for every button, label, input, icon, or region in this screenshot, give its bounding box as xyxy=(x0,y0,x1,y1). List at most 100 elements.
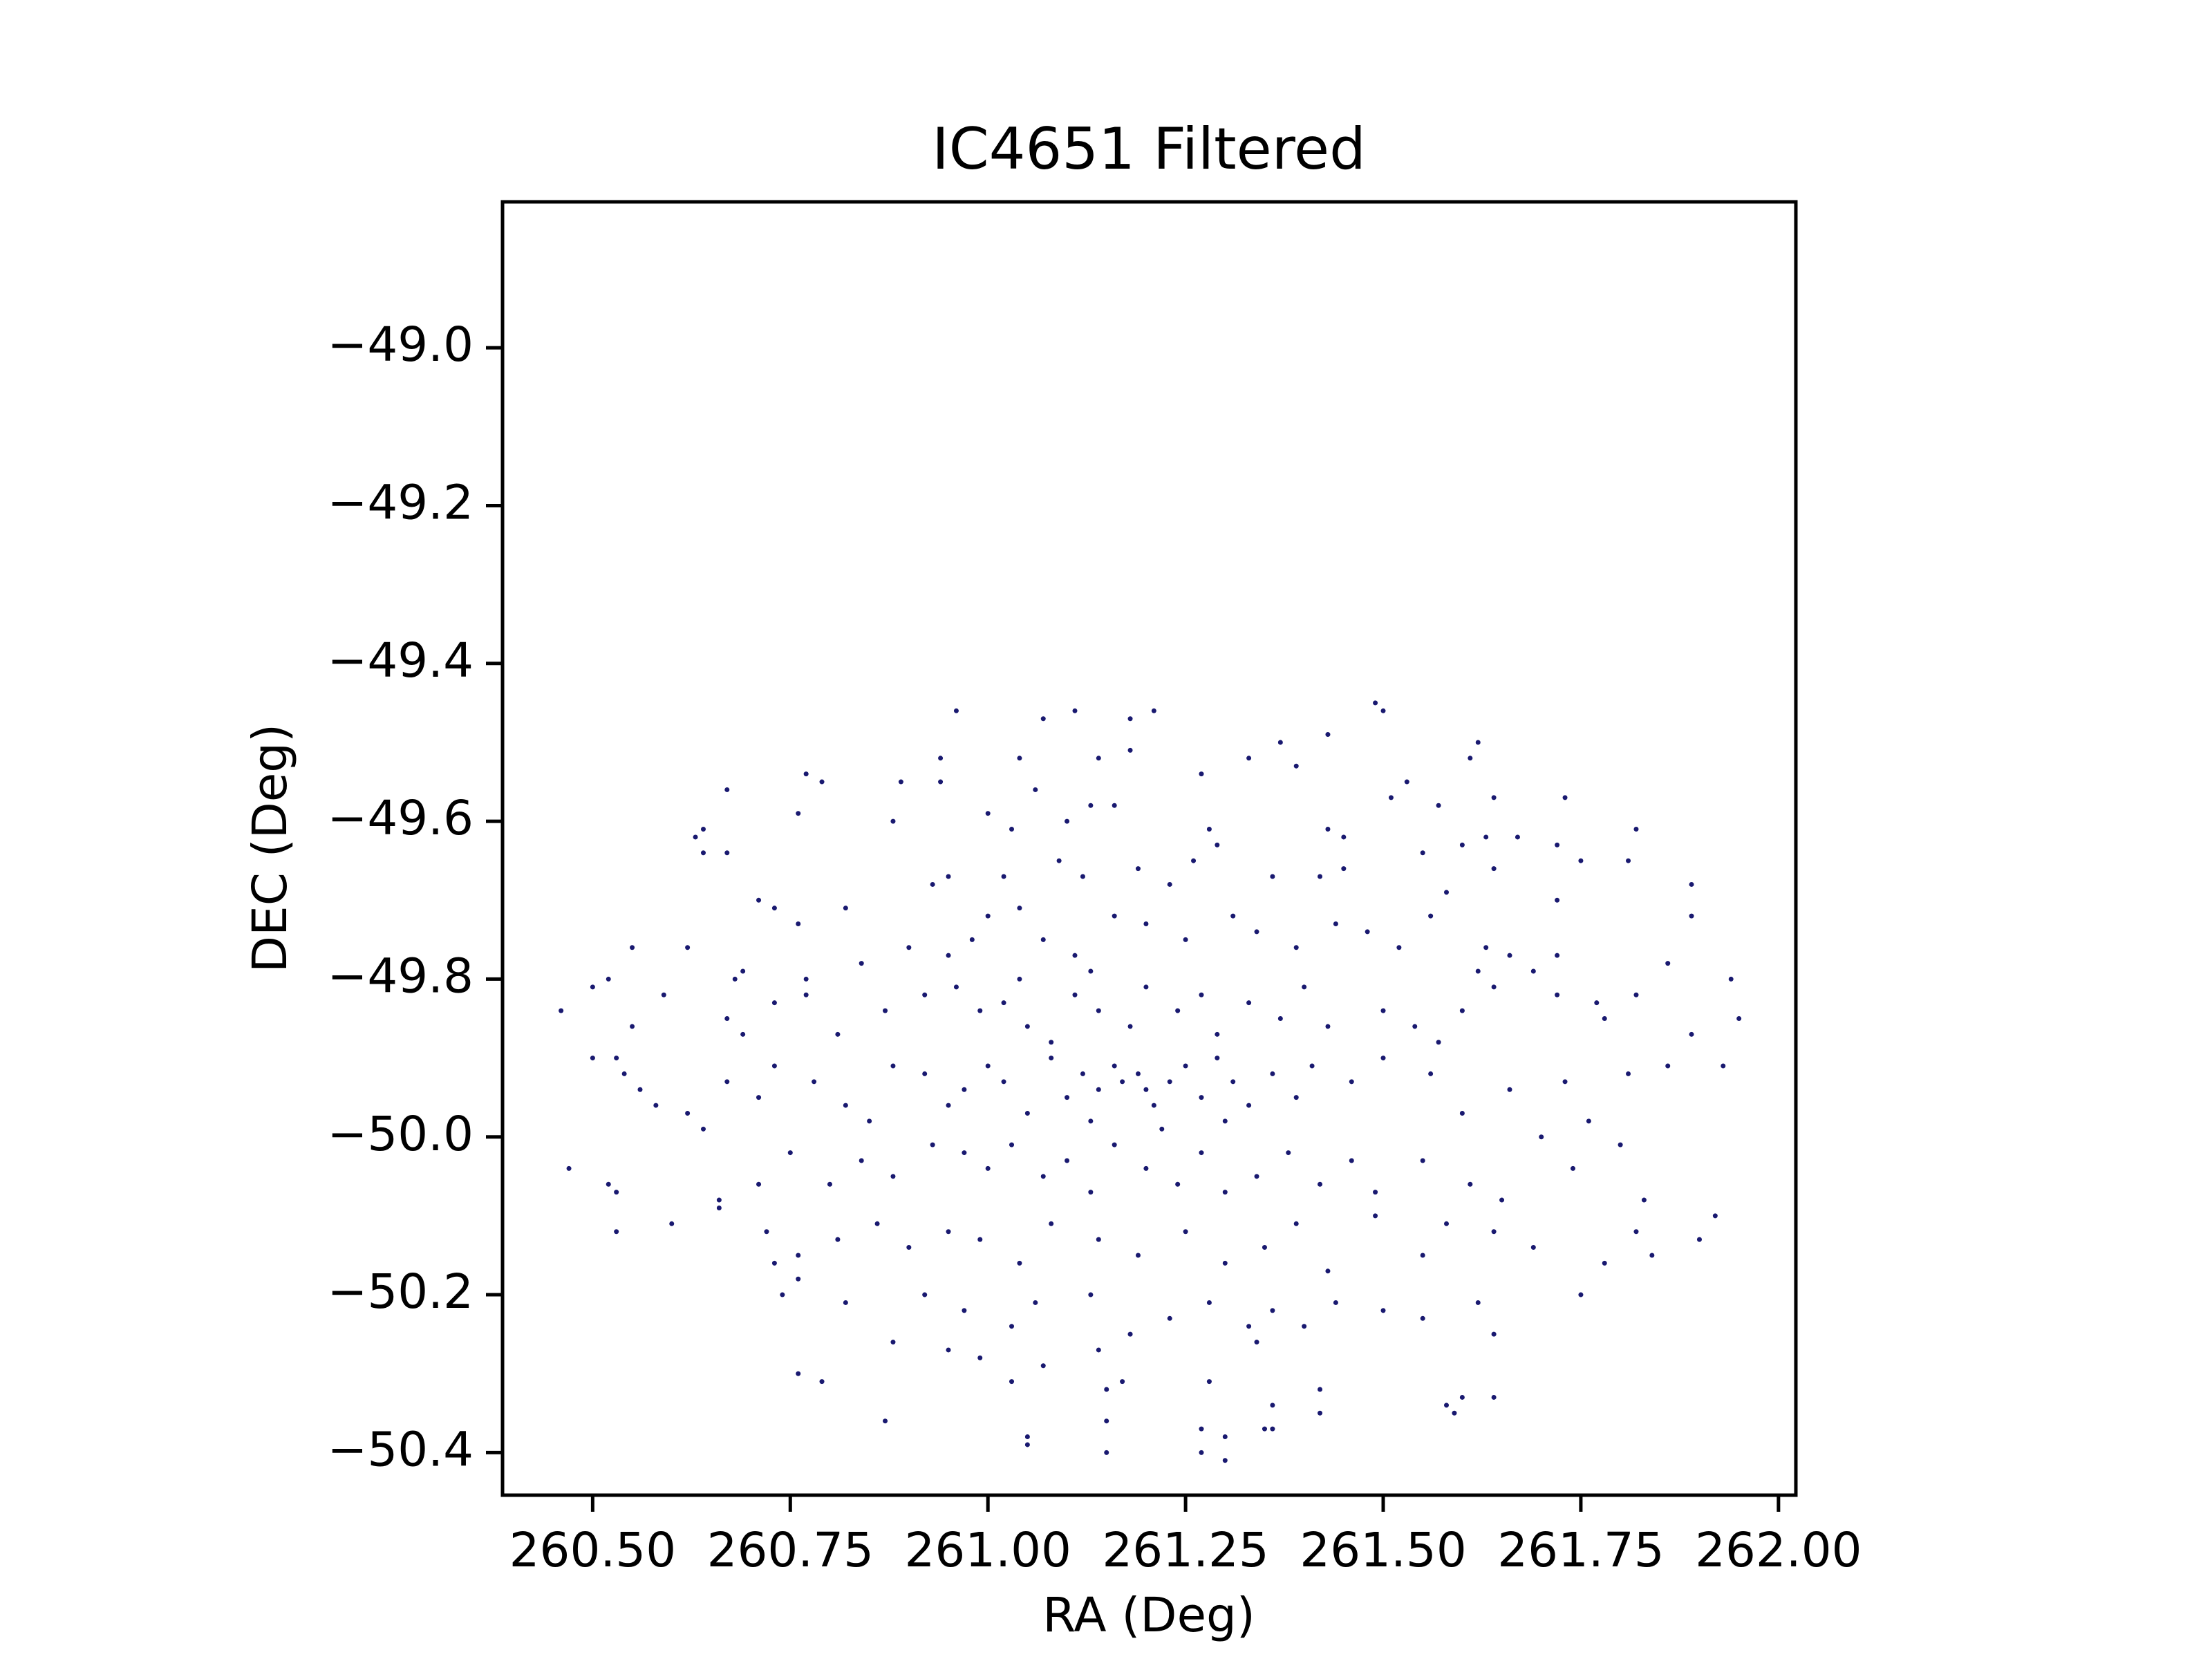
point xyxy=(985,1165,991,1171)
point xyxy=(1096,1347,1101,1353)
point xyxy=(1262,1426,1267,1432)
point xyxy=(1206,1379,1212,1385)
point xyxy=(1420,1315,1425,1321)
point xyxy=(1254,929,1259,935)
point xyxy=(938,779,944,785)
point xyxy=(1246,1000,1252,1006)
point xyxy=(1215,1031,1220,1037)
point xyxy=(1199,1426,1204,1432)
point xyxy=(1112,1142,1117,1147)
point xyxy=(1270,1308,1275,1313)
point xyxy=(890,818,896,824)
point xyxy=(1721,1063,1726,1069)
point xyxy=(732,976,738,982)
x-tick-label: 261.25 xyxy=(1102,1523,1268,1578)
point xyxy=(819,1379,825,1385)
point xyxy=(1333,1300,1338,1305)
y-tick-label: −49.4 xyxy=(328,633,474,688)
point xyxy=(1602,1260,1607,1266)
point xyxy=(898,779,903,785)
point xyxy=(1444,1221,1450,1226)
point xyxy=(946,1229,951,1235)
point xyxy=(843,1300,848,1305)
point xyxy=(1277,1016,1283,1022)
point xyxy=(969,937,975,942)
point xyxy=(1024,1110,1030,1116)
point xyxy=(835,1031,841,1037)
x-tick-label: 262.00 xyxy=(1695,1523,1862,1578)
point xyxy=(1475,740,1481,745)
point xyxy=(796,1276,801,1282)
point xyxy=(1270,1426,1275,1432)
point xyxy=(1206,827,1212,832)
point xyxy=(977,1237,983,1242)
point xyxy=(1033,1300,1038,1305)
point xyxy=(1689,1031,1694,1037)
point xyxy=(1104,1418,1109,1424)
point xyxy=(1736,1016,1742,1022)
point xyxy=(1475,1300,1481,1305)
point xyxy=(1167,881,1172,887)
point xyxy=(985,811,991,816)
point xyxy=(1222,1434,1228,1440)
point xyxy=(1578,858,1584,863)
point xyxy=(1135,1253,1141,1258)
point xyxy=(1633,827,1639,832)
point xyxy=(1112,803,1117,808)
point xyxy=(1452,1410,1457,1416)
point xyxy=(724,787,730,792)
point xyxy=(1318,1387,1323,1392)
point xyxy=(614,1056,619,1061)
point xyxy=(1380,708,1386,713)
point xyxy=(796,921,801,927)
point xyxy=(1009,1379,1015,1385)
point xyxy=(962,1150,967,1156)
point xyxy=(1594,1000,1600,1006)
point xyxy=(1318,1410,1323,1416)
point xyxy=(1530,1245,1536,1250)
point xyxy=(1120,1379,1125,1385)
point xyxy=(614,1229,619,1235)
point xyxy=(946,874,951,879)
x-tick-label: 260.50 xyxy=(509,1523,676,1578)
point xyxy=(796,811,801,816)
point xyxy=(1309,1063,1315,1069)
point xyxy=(724,850,730,856)
point xyxy=(796,1371,801,1376)
point xyxy=(764,1229,769,1235)
point xyxy=(1562,1079,1568,1085)
point xyxy=(756,897,762,903)
point xyxy=(1586,1118,1591,1124)
point xyxy=(1246,1324,1252,1329)
point xyxy=(883,1008,888,1013)
point xyxy=(1349,1079,1354,1085)
y-tick-label: −50.4 xyxy=(328,1422,474,1477)
point xyxy=(653,1103,659,1108)
y-axis-label: DEC (Deg) xyxy=(243,724,298,973)
point xyxy=(1696,1237,1702,1242)
point xyxy=(559,1008,564,1013)
point xyxy=(1293,763,1299,769)
point xyxy=(1199,1450,1204,1455)
point xyxy=(1665,1063,1671,1069)
point xyxy=(661,992,666,997)
point xyxy=(1293,1095,1299,1100)
point xyxy=(693,834,698,840)
point xyxy=(1127,747,1133,753)
point xyxy=(962,1308,967,1313)
point xyxy=(724,1079,730,1085)
point xyxy=(922,1292,928,1297)
point xyxy=(669,1221,675,1226)
x-tick-label: 260.75 xyxy=(707,1523,874,1578)
point xyxy=(1056,858,1062,863)
point xyxy=(890,1340,896,1345)
point xyxy=(1127,1331,1133,1337)
point xyxy=(771,1063,777,1069)
point xyxy=(1040,1363,1046,1369)
point xyxy=(1420,1253,1425,1258)
point xyxy=(843,1103,848,1108)
point xyxy=(637,1087,643,1092)
point xyxy=(962,1087,967,1092)
point xyxy=(1333,921,1338,927)
point xyxy=(1373,1213,1378,1219)
